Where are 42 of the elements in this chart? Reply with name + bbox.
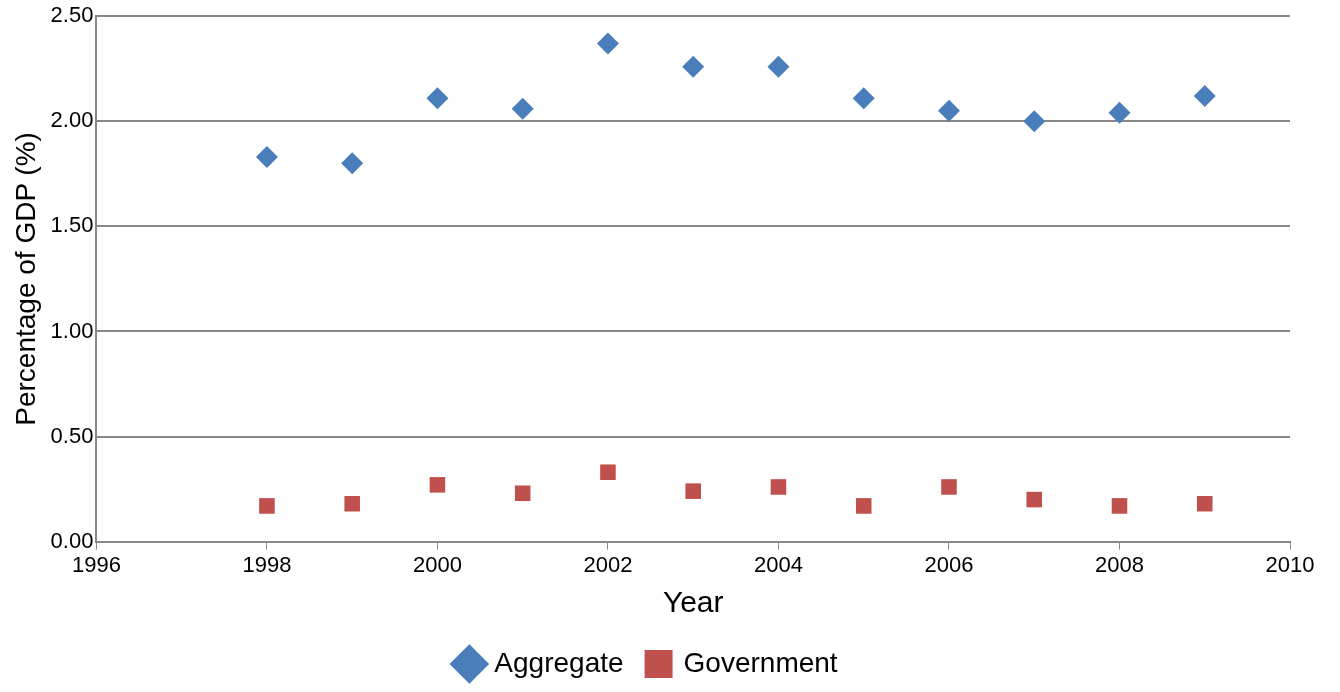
point [344, 495, 360, 512]
y-tick-label: 2.50 [50, 2, 94, 28]
point [767, 55, 790, 78]
x-tick-label: 2000 [412, 551, 462, 577]
legend-label: Aggregate [494, 646, 624, 678]
point [1111, 498, 1128, 514]
x-tick-label: 1996 [71, 551, 121, 577]
point [341, 152, 364, 175]
x-axis-title: Year [662, 585, 724, 619]
y-tick-label: 0.00 [50, 527, 94, 553]
x-tick-label: 2004 [753, 551, 803, 577]
point [855, 498, 872, 514]
x-tick-label: 2008 [1095, 551, 1144, 577]
point [937, 99, 960, 122]
x-tick-label: 2010 [1265, 551, 1315, 577]
x-tick-label: 1998 [242, 551, 292, 577]
y-axis-title: Percentage of GDP (%) [9, 132, 41, 426]
y-tick-label: 0.50 [50, 422, 94, 448]
point [770, 479, 787, 495]
point [1023, 110, 1046, 133]
point [426, 87, 449, 110]
point [511, 97, 534, 120]
y-tick-label: 2.00 [50, 107, 94, 133]
point [941, 479, 957, 495]
point [596, 32, 619, 55]
point [852, 87, 875, 110]
x-tick-label: 2006 [924, 551, 974, 577]
y-tick-label: 1.50 [50, 212, 94, 238]
x-tick-label: 2002 [583, 551, 633, 577]
point [685, 483, 701, 499]
point [1193, 85, 1216, 108]
point [1196, 495, 1213, 512]
point [429, 477, 446, 493]
point [682, 55, 705, 78]
point [259, 498, 275, 514]
point [1108, 101, 1131, 124]
legend-label: Government [683, 646, 838, 678]
point [1026, 491, 1043, 508]
point [600, 464, 616, 481]
y-tick-label: 1.00 [50, 317, 94, 343]
point [514, 485, 531, 502]
point [255, 146, 278, 169]
